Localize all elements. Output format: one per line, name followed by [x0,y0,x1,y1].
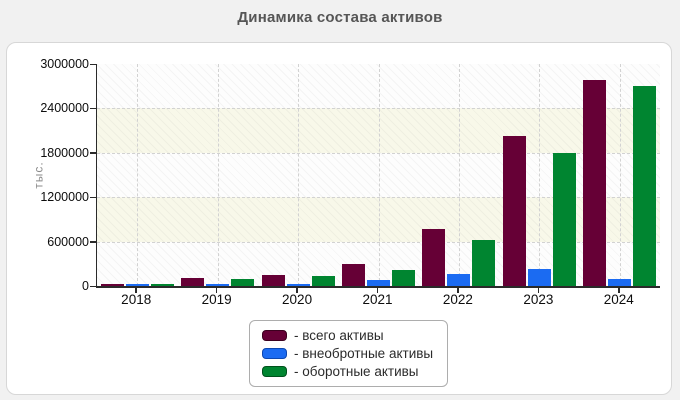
bar-group-2022 [419,64,499,286]
vertical-gridline [458,64,460,286]
bar-group-2019 [177,64,257,286]
plot-area [96,64,660,288]
bar-group-2018 [97,64,177,286]
bar-всего-активы-2018 [100,284,124,286]
bar-оборотные-активы-2023 [552,153,576,286]
legend-swatch [262,366,287,377]
x-tick-label: 2019 [201,292,232,307]
legend-label: - оборотные активы [294,364,419,379]
x-tick-label: 2018 [121,292,152,307]
bar-group-2024 [580,64,660,286]
legend-swatch [262,330,287,341]
legend-label: - внеобротные активы [294,346,434,361]
chart-panel: тыс. 3000000 2400000 1800000 1200000 600000 0… [6,42,672,395]
bar-group-2023 [499,64,579,286]
bar-оборотные-активы-2019 [231,279,255,286]
bar-всего-активы-2020 [261,275,285,286]
vertical-gridline [137,64,139,286]
y-tick-label: 600000 [47,234,89,249]
bar-оборотные-активы-2018 [150,284,174,286]
legend-row: - всего активы [262,328,433,343]
bar-внеобротные-активы-2019 [206,284,230,286]
bar-внеобротные-активы-2022 [447,274,471,286]
bar-оборотные-активы-2022 [472,240,496,286]
bar-всего-активы-2022 [422,229,446,286]
bar-group-2021 [338,64,418,286]
x-axis-tick-labels: 2018 2019 2020 2021 2022 2023 2024 [96,292,659,310]
y-tick-label: 2400000 [40,101,89,116]
bar-внеобротные-активы-2021 [366,280,390,286]
legend-label: - всего активы [294,328,384,343]
vertical-gridline [378,64,380,286]
x-tick-label: 2020 [282,292,313,307]
y-tick-label: 3000000 [40,57,89,71]
bar-всего-активы-2019 [181,278,205,286]
legend-row: - внеобротные активы [262,346,433,361]
bar-group-2020 [258,64,338,286]
y-axis-tick-labels: 3000000 2400000 1800000 1200000 600000 0 [7,57,89,293]
x-tick-label: 2021 [362,292,393,307]
bar-оборотные-активы-2020 [311,276,335,286]
chart-title: Динамика состава активов [237,9,443,26]
chart-legend: - всего активы - внеобротные активы - обор… [249,320,449,387]
bar-всего-активы-2021 [341,264,365,286]
legend-swatch [262,348,287,359]
x-tick-label: 2024 [603,292,634,307]
vertical-gridline [539,64,541,286]
bar-всего-активы-2024 [583,80,607,286]
legend-row: - оборотные активы [262,364,433,379]
vertical-gridline [298,64,300,286]
bar-внеобротные-активы-2023 [527,269,551,286]
bar-внеобротные-активы-2018 [125,284,149,286]
bar-оборотные-активы-2021 [391,270,415,286]
bar-внеобротные-активы-2024 [608,279,632,286]
y-tick-label: 0 [82,279,89,293]
vertical-gridline [619,64,621,286]
y-tick-label: 1200000 [40,190,89,205]
x-tick-label: 2023 [523,292,554,307]
vertical-gridline [217,64,219,286]
y-tick-label: 1800000 [40,145,89,160]
x-tick-label: 2022 [442,292,473,307]
bar-внеобротные-активы-2020 [286,284,310,286]
bar-series-container [97,64,660,286]
bar-оборотные-активы-2024 [633,86,657,286]
bar-всего-активы-2023 [502,136,526,286]
